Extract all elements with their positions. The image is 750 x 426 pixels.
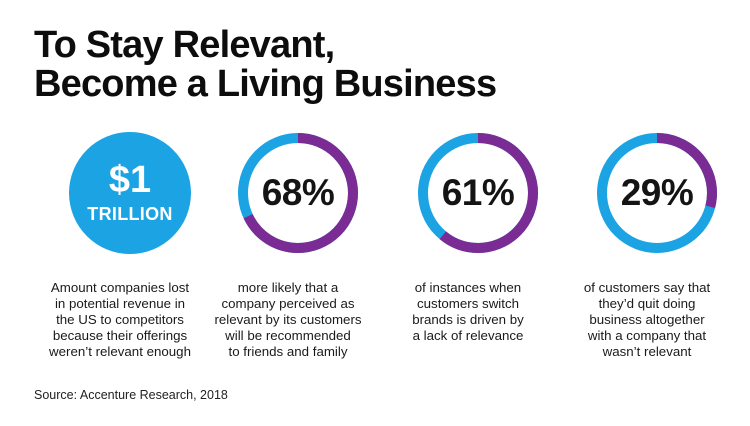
donut-61: 61% [417,132,539,254]
donut-29: 29% [596,132,718,254]
desc-line: more likely that a [237,280,339,295]
blue-disc [69,132,191,254]
desc-line: business altogether [589,312,705,327]
source-note: Source: Accenture Research, 2018 [34,388,228,402]
donut-label: 61% [441,172,515,213]
trillion-disc: $1 TRILLION [69,132,191,254]
donut-chart [418,133,538,253]
donut-label: 29% [620,172,694,213]
title-line-1: To Stay Relevant, [34,24,335,66]
desc-line: Amount companies lost [50,280,190,295]
desc-line: they’d quit doing [598,296,696,311]
stat-value: $1 [108,159,152,201]
desc-line: weren’t relevant enough [49,344,191,359]
desc-line: of customers say that [583,280,711,295]
desc-line: of instances when [414,280,522,295]
desc-line: a lack of relevance [412,328,524,343]
donut-68: 68% [237,132,359,254]
title-line-2: Become a Living Business [34,63,497,105]
desc-line: will be recommended [225,328,351,343]
stat-unit: TRILLION [87,204,173,224]
desc-line: customers switch [417,296,519,311]
desc-line: brands is driven by [412,312,524,327]
trillion-disc-svg [69,132,191,254]
desc-line: to friends and family [228,344,348,359]
donut-value-arc [418,133,538,253]
desc-line: in potential revenue in [54,296,186,311]
desc-line: because their offerings [52,328,188,343]
desc-line: wasn’t relevant [602,344,692,359]
stat-description: Amount companies lost in potential reven… [20,280,220,360]
page-title: To Stay Relevant, Become a Living Busine… [34,26,634,104]
desc-line: relevant by its customers [214,312,362,327]
donut-chart [597,133,717,253]
donut-chart [238,133,358,253]
donut-value-arc [597,133,717,253]
stat-description: of instances when customers switch brand… [368,280,568,344]
stat-description: of customers say that they’d quit doing … [547,280,747,360]
donut-value-arc [238,133,358,253]
desc-line: company perceived as [221,296,355,311]
donut-label: 68% [261,172,335,213]
desc-line: the US to competitors [56,312,184,327]
desc-line: with a company that [587,328,707,343]
stat-description: more likely that a company perceived as … [188,280,388,360]
